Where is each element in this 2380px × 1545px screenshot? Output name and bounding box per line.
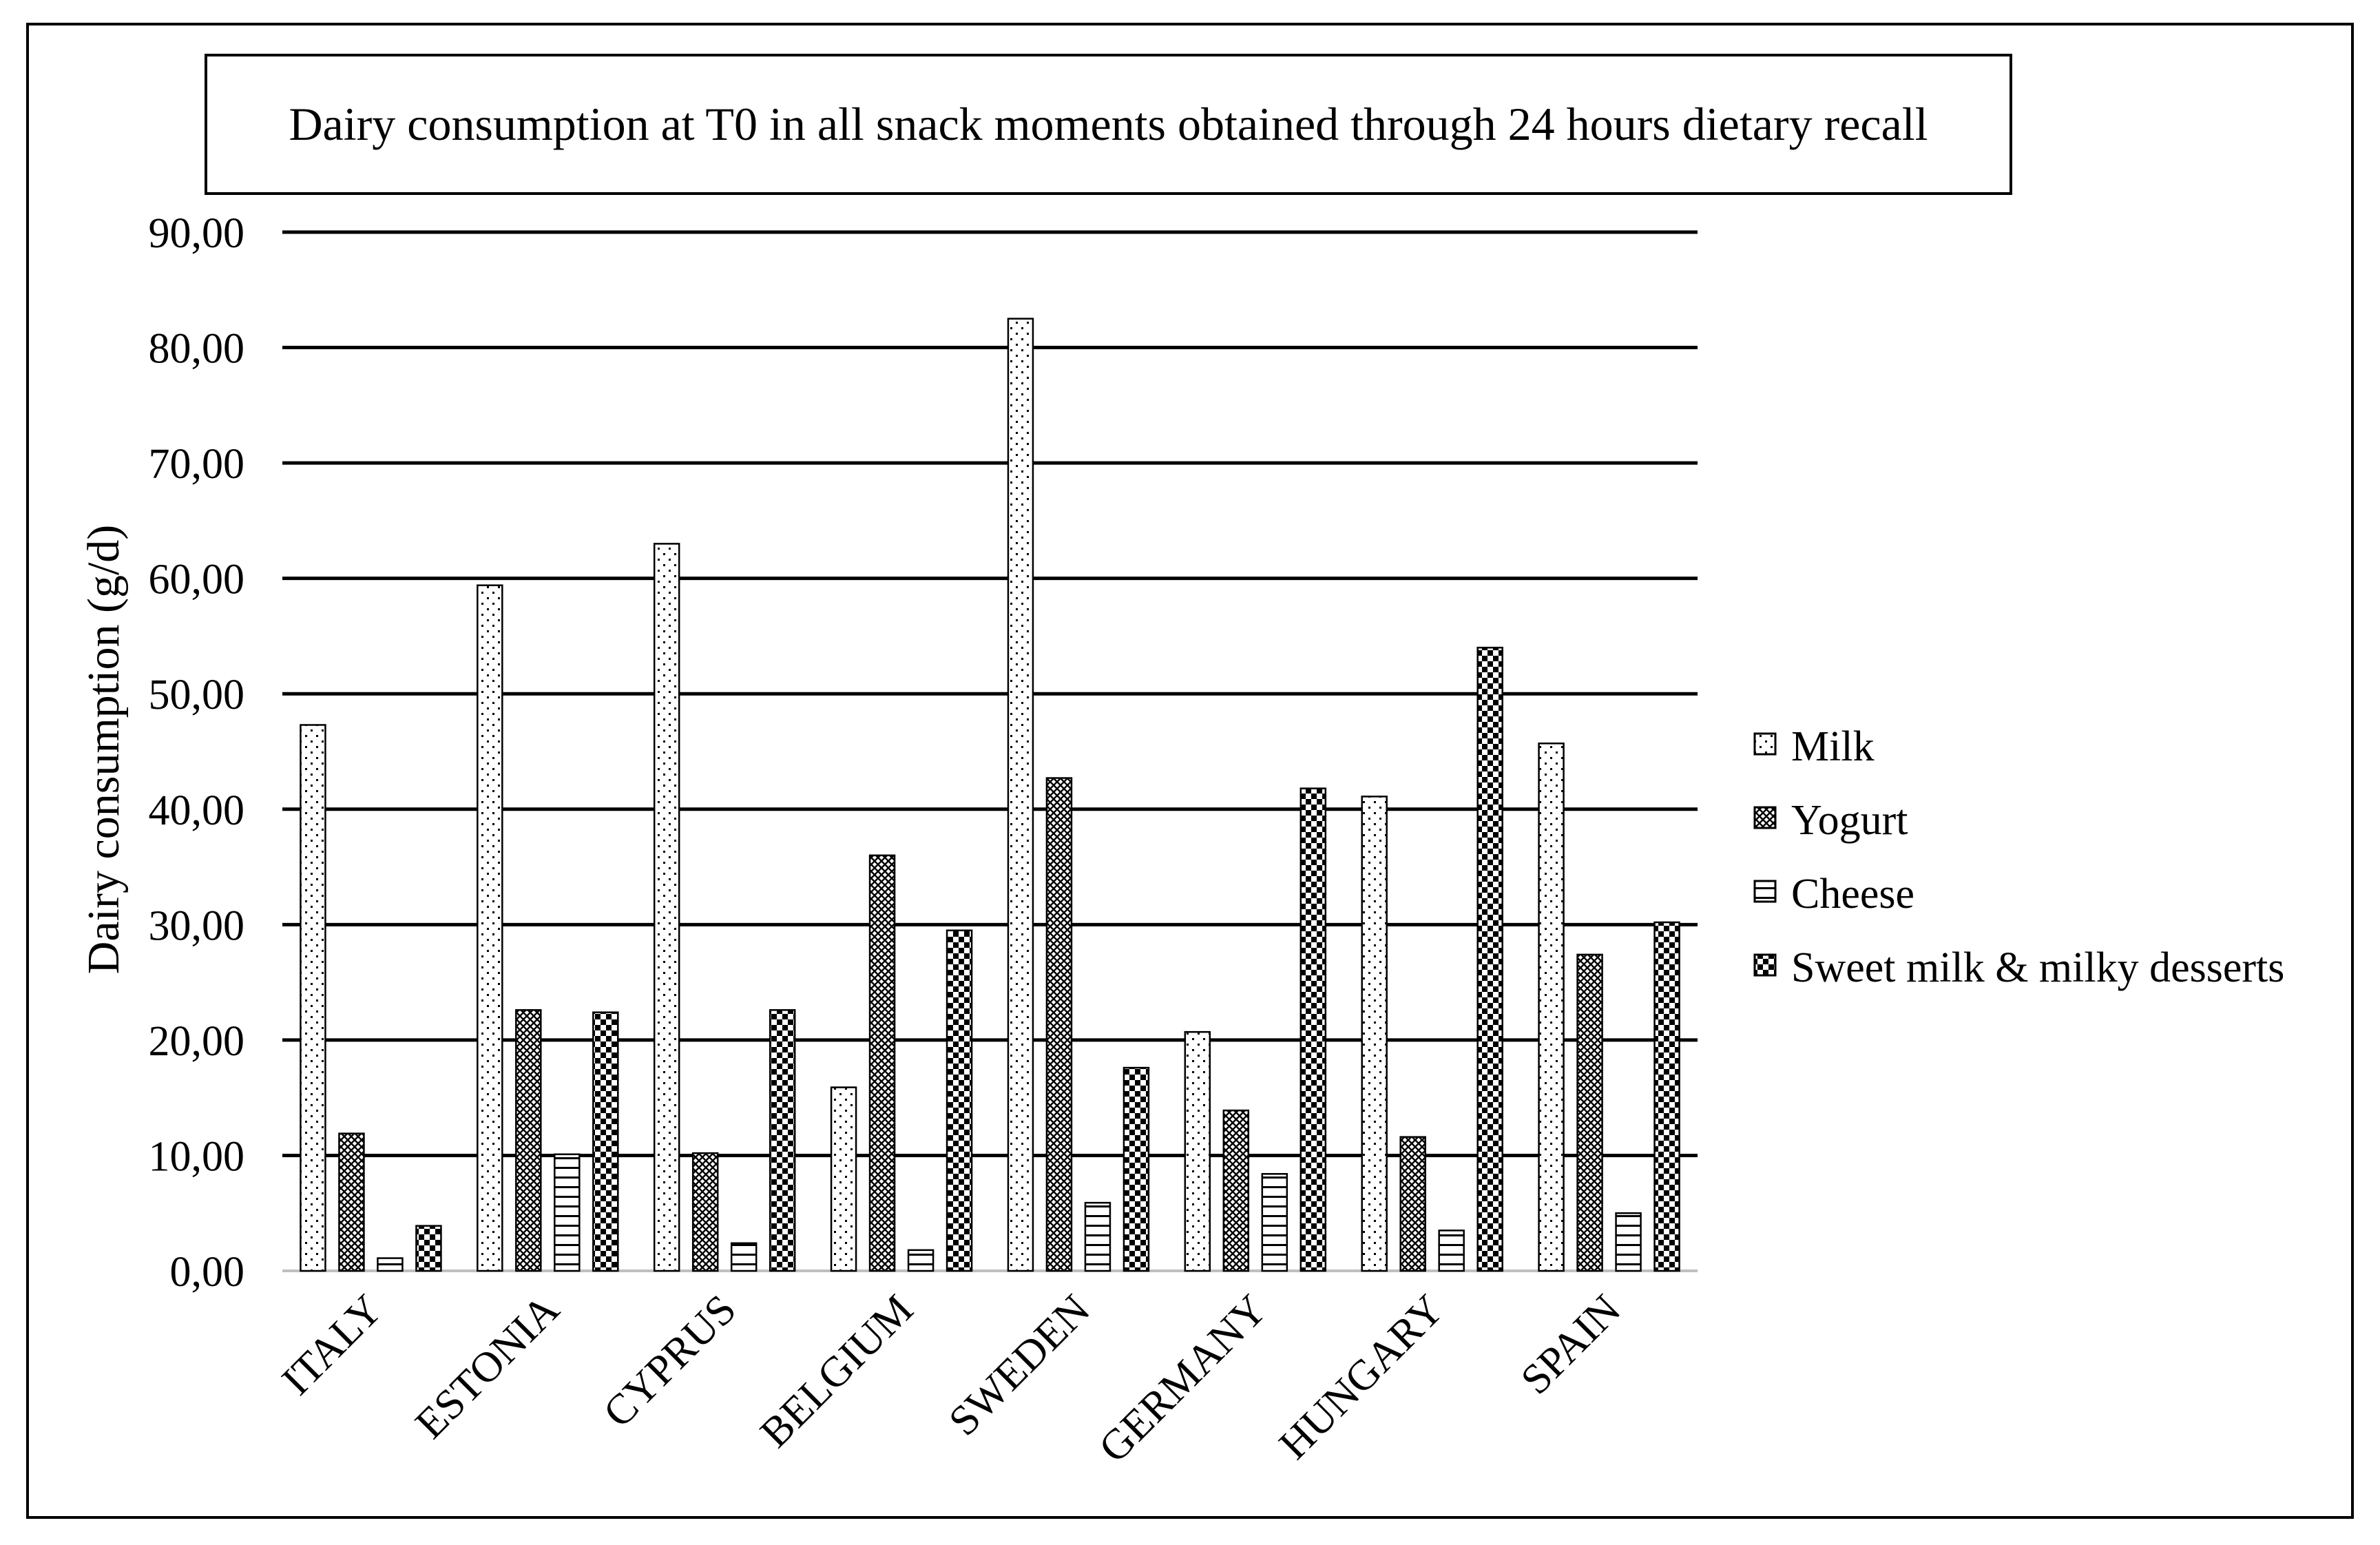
x-tick-label: GERMANY bbox=[1090, 1286, 1276, 1472]
x-axis-ticks: ITALY ESTONIA CYPRUS BELGIUM SWEDENGERMANYHU… bbox=[273, 1286, 1630, 1472]
x-tick-label: BELGIUM bbox=[751, 1286, 922, 1457]
bar-yogurt-estonia bbox=[515, 1009, 542, 1272]
y-tick-label: 80,00 bbox=[149, 326, 245, 373]
bar-sweet-milk-milky-desserts-germany bbox=[1299, 787, 1327, 1272]
y-axis-label: Dairy consumption (g/d) bbox=[79, 525, 129, 975]
legend: Milk Yogurt Cheese Sweet milk & milky desse… bbox=[1753, 723, 2284, 991]
bar-sweet-milk-milky-desserts-italy bbox=[415, 1225, 442, 1272]
y-tick-label: 70,00 bbox=[149, 441, 245, 488]
bar-milk-belgium bbox=[830, 1086, 857, 1272]
x-tick-label: ITALY bbox=[273, 1286, 392, 1404]
bar-cheese-belgium bbox=[907, 1249, 935, 1272]
bar-milk-sweden bbox=[1007, 318, 1034, 1272]
bar-milk-cyprus bbox=[653, 543, 680, 1272]
y-tick-label: 10,00 bbox=[149, 1133, 245, 1180]
x-tick-label: SWEDEN bbox=[940, 1286, 1099, 1445]
bar-yogurt-spain bbox=[1576, 953, 1603, 1272]
bar-sweet-milk-milky-desserts-cyprus bbox=[769, 1009, 796, 1272]
x-tick-label: HUNGARY bbox=[1271, 1286, 1453, 1469]
y-tick-label: 40,00 bbox=[149, 787, 245, 834]
bar-milk-germany bbox=[1184, 1030, 1211, 1272]
x-tick-label: CYPRUS bbox=[594, 1286, 745, 1437]
bar-cheese-sweden bbox=[1084, 1201, 1111, 1272]
legend-label: Yogurt bbox=[1791, 797, 1908, 844]
bar-milk-italy bbox=[300, 724, 326, 1272]
bar-sweet-milk-milky-desserts-hungary bbox=[1476, 646, 1503, 1272]
y-tick-label: 90,00 bbox=[149, 210, 245, 257]
legend-swatch bbox=[1753, 880, 1777, 903]
bar-cheese-hungary bbox=[1438, 1230, 1465, 1272]
y-tick-label: 30,00 bbox=[149, 902, 245, 949]
bar-cheese-estonia bbox=[554, 1153, 581, 1272]
bar-sweet-milk-milky-desserts-belgium bbox=[946, 929, 973, 1272]
bar-yogurt-italy bbox=[338, 1132, 365, 1272]
bar-cheese-spain bbox=[1615, 1212, 1642, 1272]
y-tick-label: 0,00 bbox=[170, 1249, 245, 1296]
legend-swatch bbox=[1753, 953, 1777, 977]
y-axis-ticks: 0,00 10,00 20,00 30,00 40,00 50,00 60,00 70,00 8… bbox=[149, 210, 245, 1296]
bar-cheese-italy bbox=[377, 1257, 404, 1272]
x-tick-label: SPAIN bbox=[1512, 1286, 1630, 1404]
y-tick-label: 50,00 bbox=[149, 672, 245, 718]
legend-label: Milk bbox=[1791, 723, 1875, 770]
bars bbox=[300, 318, 1680, 1272]
legend-swatch bbox=[1753, 732, 1777, 756]
bar-yogurt-belgium bbox=[868, 854, 896, 1272]
bar-cheese-cyprus bbox=[730, 1242, 758, 1272]
bar-yogurt-hungary bbox=[1399, 1136, 1426, 1272]
bar-yogurt-sweden bbox=[1045, 777, 1073, 1272]
bar-sweet-milk-milky-desserts-sweden bbox=[1123, 1066, 1150, 1272]
bar-milk-spain bbox=[1538, 743, 1565, 1272]
bar-sweet-milk-milky-desserts-estonia bbox=[592, 1011, 619, 1272]
y-tick-label: 60,00 bbox=[149, 557, 245, 603]
bar-yogurt-cyprus bbox=[691, 1152, 719, 1272]
bar-yogurt-germany bbox=[1222, 1109, 1250, 1272]
bar-milk-hungary bbox=[1361, 796, 1388, 1272]
chart-title: Dairy consumption at T0 in all snack mom… bbox=[205, 54, 2012, 195]
x-tick-label: ESTONIA bbox=[406, 1286, 568, 1448]
legend-label: Cheese bbox=[1791, 871, 1914, 917]
bar-sweet-milk-milky-desserts-spain bbox=[1653, 921, 1680, 1272]
legend-swatch bbox=[1753, 806, 1777, 829]
bar-milk-estonia bbox=[477, 584, 503, 1272]
y-tick-label: 20,00 bbox=[149, 1018, 245, 1065]
bar-cheese-germany bbox=[1261, 1173, 1288, 1272]
legend-label: Sweet milk & milky desserts bbox=[1791, 944, 2284, 991]
